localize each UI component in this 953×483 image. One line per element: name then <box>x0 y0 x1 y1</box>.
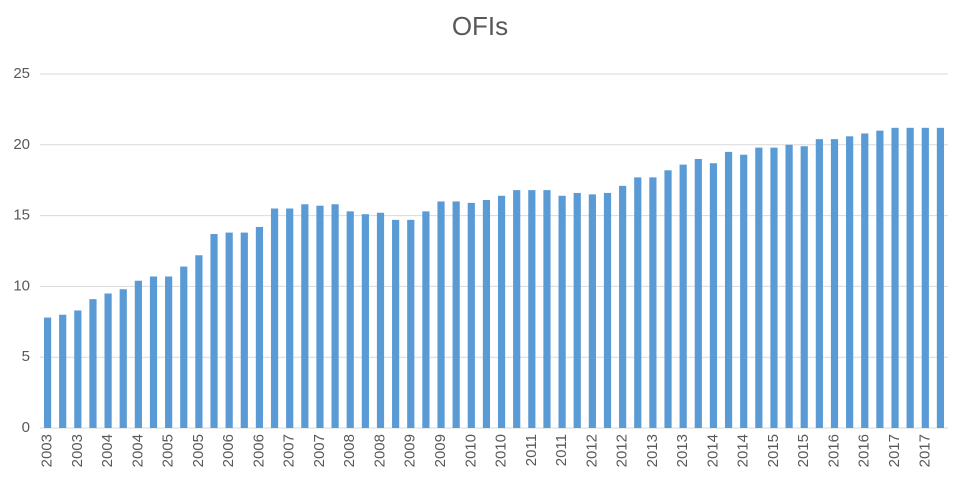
bar <box>679 164 687 428</box>
y-tick-label: 20 <box>13 136 30 153</box>
bar <box>452 201 460 428</box>
bar <box>286 208 294 428</box>
bar <box>346 211 354 428</box>
y-tick-label: 10 <box>13 277 30 294</box>
bar <box>497 195 506 428</box>
bar <box>376 212 385 428</box>
bar <box>180 266 188 428</box>
bar <box>634 177 642 428</box>
bar <box>740 154 748 428</box>
x-tick-label: 2012 <box>583 434 600 467</box>
bar <box>361 214 369 428</box>
bar <box>270 208 279 428</box>
x-tick-label: 2017 <box>886 434 903 467</box>
bar <box>210 234 218 428</box>
bar <box>104 293 112 428</box>
x-tick-label: 2007 <box>311 434 328 467</box>
x-tick-label: 2004 <box>129 434 146 467</box>
bar <box>59 314 67 428</box>
x-tick-label: 2005 <box>190 434 207 467</box>
x-tick-label: 2007 <box>281 434 298 467</box>
chart-title: OFIs <box>452 11 508 41</box>
bar <box>467 202 475 428</box>
bar <box>240 232 248 428</box>
x-tick-label: 2003 <box>39 434 56 467</box>
bar <box>830 139 839 429</box>
bar <box>619 185 627 428</box>
x-tick-label: 2012 <box>614 434 631 467</box>
x-tick-label: 2008 <box>341 434 358 467</box>
bar <box>407 219 415 428</box>
bar <box>785 144 793 429</box>
bar <box>195 255 203 428</box>
bar <box>603 192 612 428</box>
bar <box>588 194 596 428</box>
bar <box>876 130 884 428</box>
bar <box>422 211 430 428</box>
bar <box>846 136 854 428</box>
x-tick-label: 2008 <box>371 434 388 467</box>
bar <box>543 190 551 428</box>
bar <box>119 289 127 428</box>
y-tick-label: 25 <box>13 65 30 82</box>
x-tick-label: 2009 <box>432 434 449 467</box>
x-tick-label: 2015 <box>765 434 782 467</box>
bar <box>301 204 309 428</box>
bar <box>392 219 400 428</box>
x-tick-label: 2016 <box>825 434 842 467</box>
bar <box>800 146 808 428</box>
x-tick-label: 2014 <box>704 434 721 467</box>
bar <box>755 147 763 428</box>
y-tick-label: 0 <box>22 419 30 436</box>
bar <box>165 276 173 428</box>
bar <box>649 177 657 428</box>
x-tick-label: 2015 <box>795 434 812 467</box>
x-tick-label: 2010 <box>493 434 510 467</box>
bar <box>316 205 324 428</box>
x-tick-label: 2011 <box>523 434 540 466</box>
bar <box>225 232 233 428</box>
x-tick-label: 2013 <box>674 434 691 467</box>
x-tick-label: 2006 <box>220 434 237 467</box>
bar <box>43 317 52 428</box>
bar <box>906 127 914 429</box>
bar <box>134 280 142 428</box>
bar <box>89 299 97 428</box>
bar <box>709 163 718 428</box>
bar <box>331 204 339 428</box>
bar <box>74 310 82 428</box>
x-tick-label: 2009 <box>402 434 419 467</box>
x-tick-label: 2004 <box>99 434 116 467</box>
bar <box>149 276 158 428</box>
x-tick-label: 2011 <box>553 434 570 466</box>
x-tick-label: 2013 <box>644 434 661 467</box>
x-tick-label: 2017 <box>916 434 933 467</box>
bar <box>936 127 945 429</box>
x-tick-label: 2016 <box>856 434 873 467</box>
bar <box>437 201 445 428</box>
bar <box>255 226 264 428</box>
bar <box>664 170 672 428</box>
x-tick-label: 2005 <box>160 434 177 467</box>
y-tick-label: 15 <box>13 207 30 224</box>
bar <box>528 190 536 428</box>
bar <box>815 139 823 429</box>
bar <box>513 190 521 428</box>
bar <box>921 127 929 429</box>
bar <box>724 151 733 428</box>
bar <box>861 133 869 429</box>
bar <box>694 158 702 428</box>
bar <box>573 192 581 428</box>
bar <box>770 147 778 428</box>
x-tick-label: 2006 <box>250 434 267 467</box>
x-tick-label: 2014 <box>735 434 752 467</box>
bar <box>558 195 566 428</box>
x-tick-label: 2010 <box>462 434 479 467</box>
bar <box>891 127 899 429</box>
x-tick-label: 2003 <box>69 434 86 467</box>
bar <box>482 200 491 428</box>
y-tick-label: 5 <box>22 348 30 365</box>
